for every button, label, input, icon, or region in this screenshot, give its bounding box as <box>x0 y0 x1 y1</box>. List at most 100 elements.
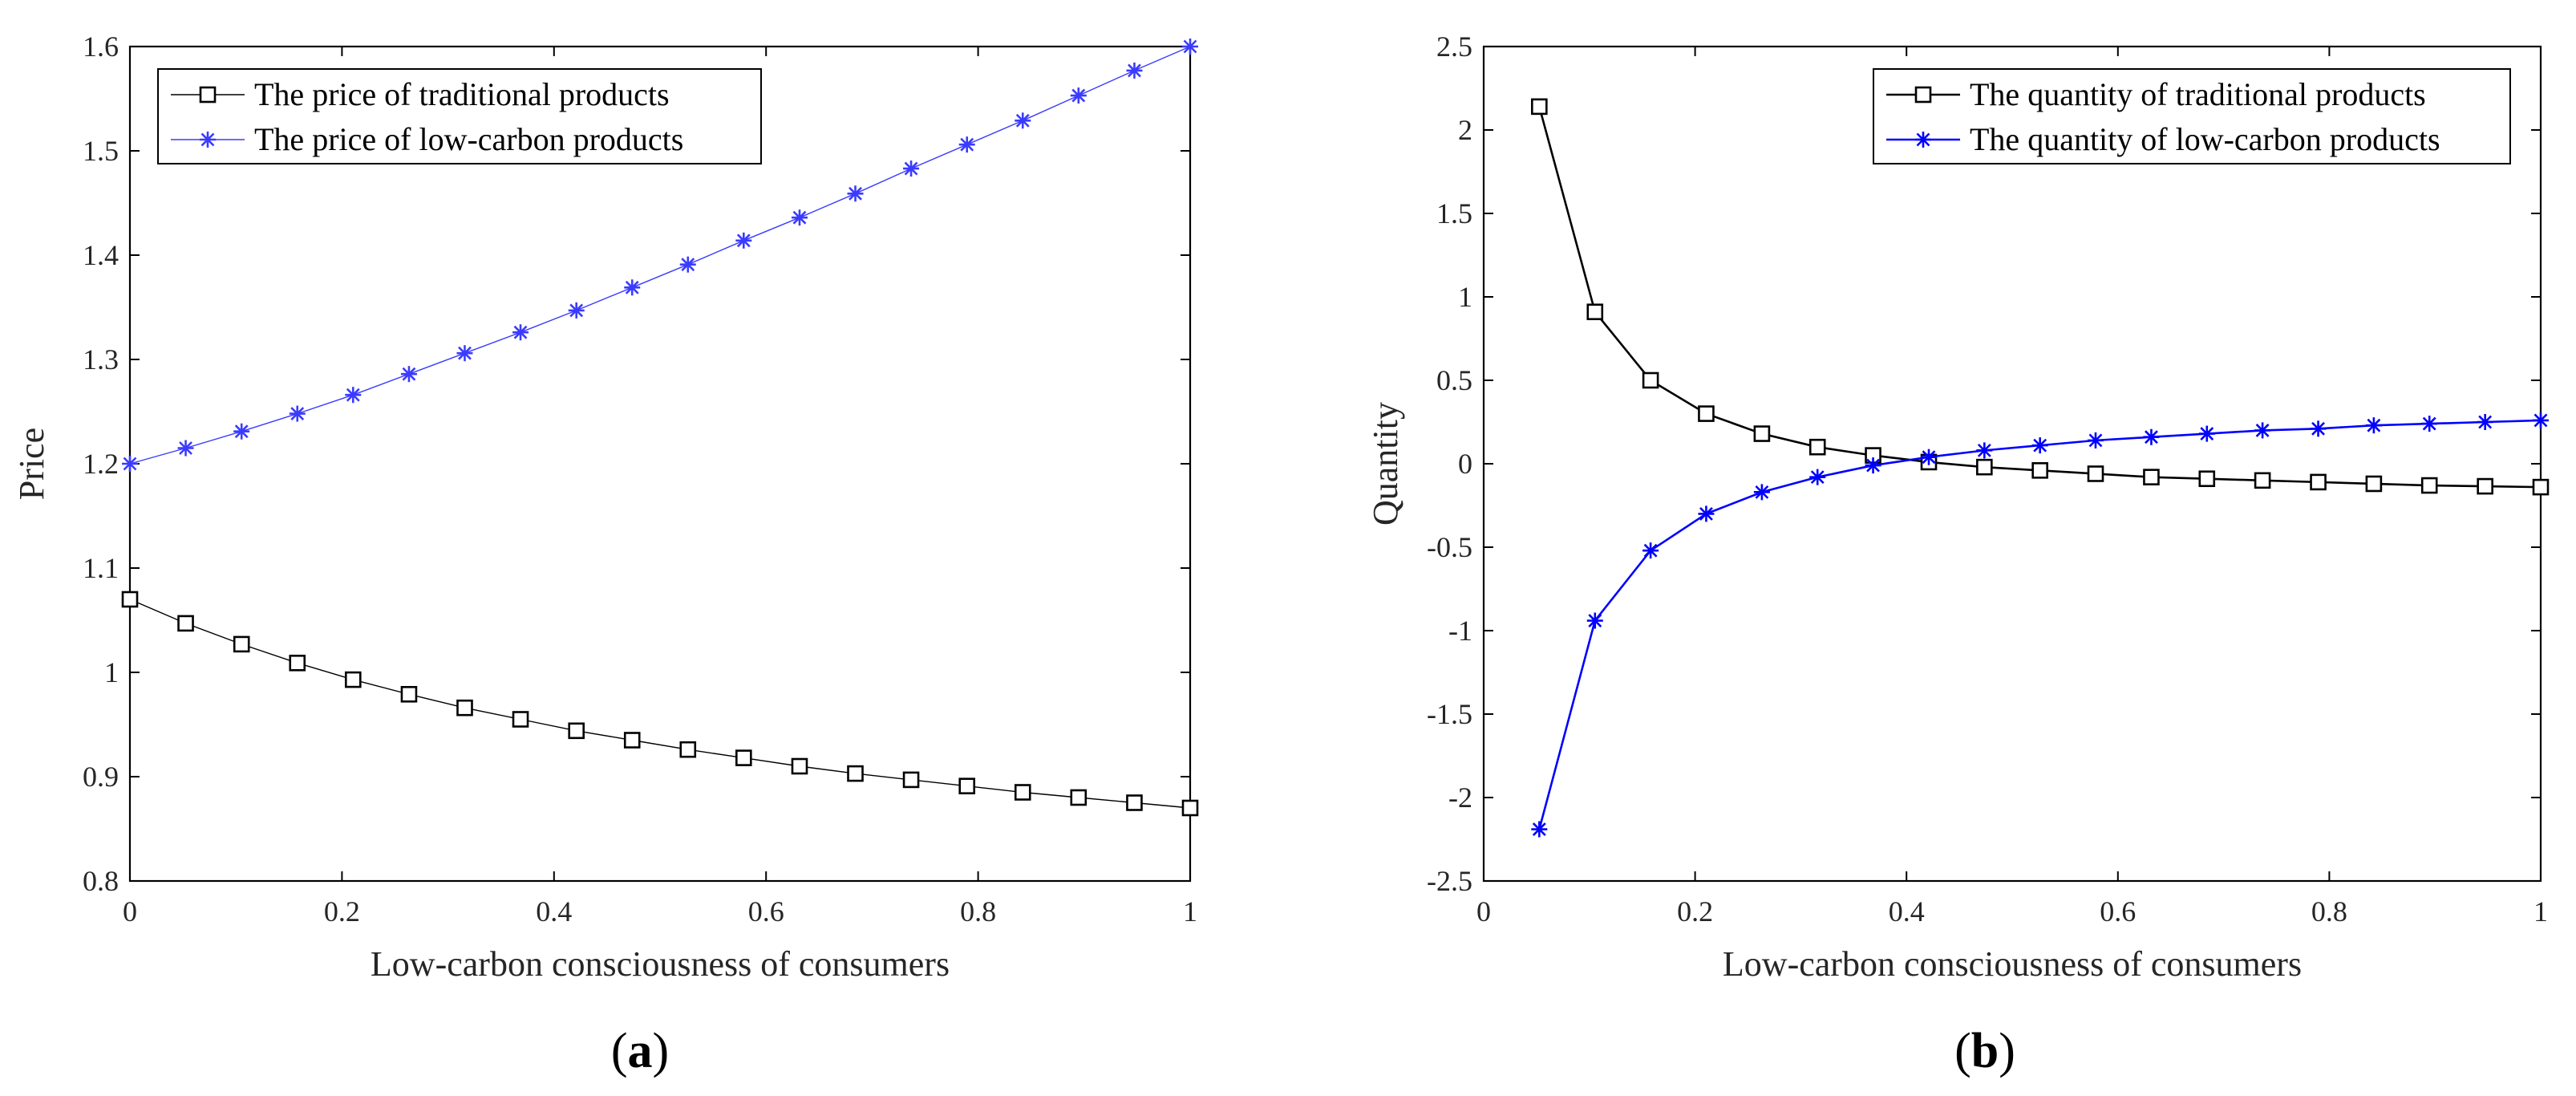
data-point-b-1 <box>1642 371 1659 389</box>
data-point-b-2 <box>2087 432 2104 449</box>
x-tick-label-b: 0 <box>1476 895 1491 928</box>
data-point-a-2 <box>1015 112 1031 129</box>
data-point-a-2 <box>122 456 138 472</box>
data-point-b-2 <box>1976 442 1993 459</box>
data-point-b-2 <box>2198 425 2215 442</box>
series-line-a-1 <box>129 599 1191 809</box>
data-point-a-1 <box>623 732 641 749</box>
data-point-a-2 <box>456 345 473 362</box>
data-point-b-2 <box>1921 449 1938 465</box>
data-point-b-1 <box>2310 473 2327 491</box>
legend-marker-b-1 <box>1914 86 1932 104</box>
y-tick-label-a: 1 <box>104 656 119 688</box>
legend-box-a <box>157 68 762 164</box>
data-point-a-1 <box>735 749 752 766</box>
data-point-b-2 <box>2365 417 2382 434</box>
data-point-a-1 <box>847 765 864 782</box>
data-point-a-2 <box>1126 62 1143 79</box>
data-point-a-1 <box>344 671 362 688</box>
y-tick-label-b: -1.5 <box>1427 698 1472 730</box>
x-tick-label-b: 0.4 <box>1889 895 1925 928</box>
legend-label-b-2: The quantity of low-carbon products <box>1970 121 2440 157</box>
y-tick-label-a: 1.4 <box>83 239 119 271</box>
data-point-a-1 <box>233 635 250 653</box>
data-point-a-1 <box>177 615 194 632</box>
panel-caption-b: (b) <box>1954 1024 2015 1078</box>
x-tick-label-a: 0.2 <box>324 895 360 928</box>
y-axis-title-a: Price <box>12 428 51 500</box>
y-tick-label-b: 0.5 <box>1436 364 1472 396</box>
data-point-a-1 <box>679 741 697 758</box>
data-point-b-1 <box>2532 478 2550 496</box>
x-tick-label-b: 1 <box>2533 895 2548 928</box>
data-point-b-2 <box>2533 412 2549 428</box>
data-point-b-2 <box>1586 612 1603 629</box>
panel-b: 0 0.2 0.4 0.6 0.8 1 -2.5 -2 -1.5 -1 -0.5 0 0.5 1 1.5 2 2… <box>1366 30 2550 1078</box>
data-point-b-1 <box>1586 303 1604 321</box>
legend-box-b <box>1873 68 2511 164</box>
data-point-b-2 <box>2143 428 2160 445</box>
data-point-a-2 <box>512 324 529 341</box>
panel-a: 0 0.2 0.4 0.6 0.8 1 0.8 0.9 1 1.1 1.2 1.3 1.4 1.5 1.6 L… <box>12 30 1199 1078</box>
x-axis-title-a: Low-carbon consciousness of consumers <box>371 944 950 984</box>
data-point-a-2 <box>177 440 194 457</box>
data-point-b-2 <box>1753 484 1770 501</box>
y-tick-label-b: 1 <box>1458 281 1472 313</box>
y-tick-label-a: 1.3 <box>83 343 119 375</box>
y-tick-label-a: 1.5 <box>83 135 119 167</box>
data-point-b-1 <box>1808 438 1826 456</box>
data-point-a-1 <box>512 711 529 728</box>
data-point-b-2 <box>1865 457 1881 474</box>
data-point-a-2 <box>903 160 920 177</box>
y-axis-title-b: Quantity <box>1366 402 1405 526</box>
data-point-b-1 <box>1531 98 1548 116</box>
y-tick-label-b: -1 <box>1448 615 1472 647</box>
data-point-a-2 <box>847 185 864 202</box>
data-point-b-1 <box>2198 470 2216 488</box>
plot-frame-a <box>128 45 1192 883</box>
legend-label-b-1: The quantity of traditional products <box>1970 76 2426 112</box>
data-point-b-2 <box>2477 414 2493 430</box>
data-point-a-1 <box>568 722 585 740</box>
data-point-a-1 <box>1126 794 1143 811</box>
data-point-a-1 <box>1070 789 1088 806</box>
data-point-a-2 <box>345 387 362 404</box>
data-point-a-2 <box>735 232 752 249</box>
data-point-a-1 <box>289 654 306 672</box>
y-tick-label-b: -0.5 <box>1427 531 1472 563</box>
data-point-b-2 <box>1698 505 1715 522</box>
data-point-b-1 <box>2477 477 2493 495</box>
data-point-a-2 <box>400 366 417 383</box>
panel-caption-a: (a) <box>611 1024 669 1078</box>
data-point-b-2 <box>1809 469 1826 485</box>
data-point-b-1 <box>1753 425 1771 442</box>
data-point-a-1 <box>791 757 808 775</box>
y-tick-label-b: 1.5 <box>1436 197 1472 229</box>
data-point-a-2 <box>233 423 250 440</box>
y-tick-label-a: 1.2 <box>83 448 119 480</box>
y-tick-label-a: 0.8 <box>83 865 119 897</box>
legend-marker-b-2 <box>1915 132 1931 148</box>
y-tick-label-a: 0.9 <box>83 761 119 793</box>
data-point-b-2 <box>1531 821 1548 838</box>
data-point-b-1 <box>2143 469 2160 485</box>
data-point-b-2 <box>2421 416 2438 432</box>
data-point-a-1 <box>400 685 418 703</box>
data-point-b-1 <box>1976 458 1993 476</box>
legend-label-a-1: The price of traditional products <box>254 76 670 112</box>
data-point-b-1 <box>2420 477 2438 494</box>
data-point-b-2 <box>2254 422 2271 439</box>
y-tick-label-a: 1.1 <box>83 552 119 584</box>
data-point-b-2 <box>2310 420 2327 437</box>
x-tick-label-a: 0.4 <box>536 895 572 928</box>
y-tick-label-b: 2 <box>1458 114 1472 146</box>
series-line-a-2 <box>129 46 1191 465</box>
legend-b: The quantity of traditional products The … <box>1873 68 2511 164</box>
data-point-b-1 <box>1698 405 1715 422</box>
data-point-a-1 <box>902 771 920 789</box>
data-point-b-1 <box>2031 462 2048 479</box>
data-point-a-1 <box>1181 799 1199 817</box>
data-point-a-2 <box>958 136 975 153</box>
data-point-a-2 <box>679 256 696 273</box>
